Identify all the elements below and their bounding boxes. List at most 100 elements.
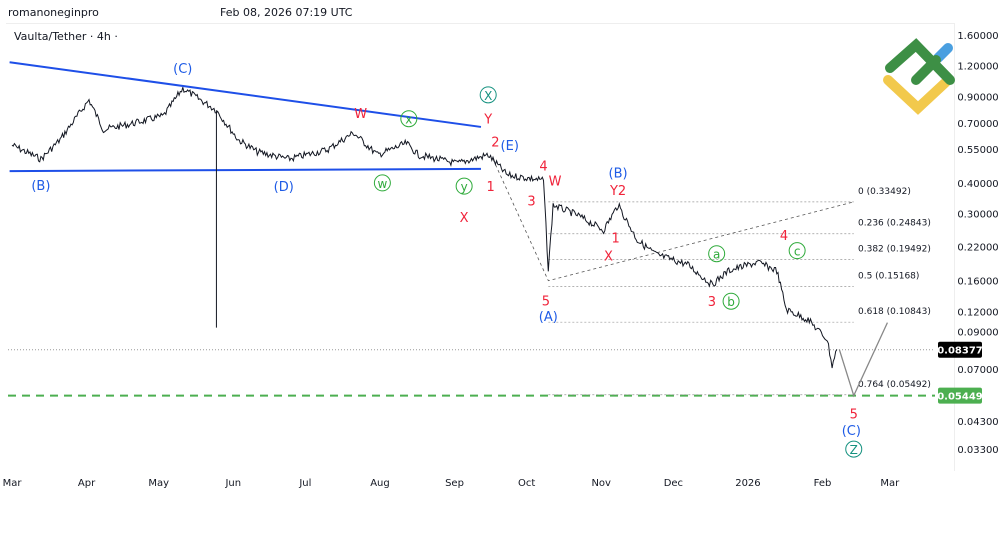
x-tick-label: 2026 — [735, 478, 760, 489]
wave-label: X — [604, 249, 613, 264]
triangle-dotted-path — [492, 158, 854, 282]
wave-label-group: (B) — [31, 179, 50, 194]
wave-label-group: Y — [483, 113, 492, 128]
fib-level-label: 0.5 (0.15168) — [858, 271, 919, 281]
wave-label-group: 2 — [491, 135, 499, 150]
wave-label-group: (D) — [274, 180, 294, 195]
wave-label: 1 — [612, 231, 620, 246]
last-price-badge-label: 0.08377 — [937, 346, 983, 357]
fib-level-label: 0.382 (0.19492) — [858, 245, 931, 255]
wave-label: (B) — [31, 179, 50, 194]
wave-label-group: X — [479, 86, 497, 104]
y-tick-label: 0.55000 — [957, 145, 998, 156]
last-price-badge — [938, 341, 982, 358]
y-tick-label: 1.20000 — [957, 62, 998, 73]
y-tick-label: 0.16000 — [957, 277, 998, 288]
wave-label-group: 4 — [539, 160, 547, 175]
x-tick-label: Feb — [814, 478, 832, 489]
wave-label-circle — [479, 86, 497, 104]
y-tick-label: 0.03300 — [957, 445, 998, 456]
wave-label: y — [461, 180, 468, 194]
wave-label-group: 5 — [542, 294, 550, 309]
x-tick-label: Sep — [445, 478, 464, 489]
wave-label: (B) — [609, 167, 628, 182]
wave-label-group: Y2 — [609, 184, 626, 199]
x-tick-label: Apr — [78, 478, 96, 489]
y-tick-label: 0.07000 — [957, 365, 998, 376]
wave-label: (D) — [274, 180, 294, 195]
fib-level-label: 0.236 (0.24843) — [858, 219, 931, 229]
wave-label-group: c — [788, 242, 806, 260]
wave-label-group: Z — [845, 440, 863, 458]
x-tick-label: Jun — [224, 478, 241, 489]
y-tick-label: 0.22000 — [957, 243, 998, 254]
x-tick-label: Mar — [3, 478, 23, 489]
wave-label: Y — [483, 113, 492, 128]
wave-label: Y2 — [609, 184, 626, 199]
wave-label-group: a — [708, 245, 726, 263]
fib-level-label: 0.618 (0.10843) — [858, 307, 931, 317]
fib-level-label: 0 (0.33492) — [858, 187, 911, 197]
wave-label-group: (C) — [842, 424, 861, 439]
wave-label-group: (B) — [609, 167, 628, 182]
wave-label-group: b — [722, 292, 740, 310]
x-tick-label: Oct — [518, 478, 535, 489]
x-tick-label: Aug — [370, 478, 390, 489]
wave-label-group: 5 — [850, 408, 858, 423]
projection-path — [838, 322, 889, 398]
wave-label-group: w — [373, 174, 391, 192]
wave-label-circle — [722, 292, 740, 310]
wave-label: 5 — [850, 408, 858, 423]
wave-label: 3 — [527, 194, 535, 209]
wave-label-circle — [708, 245, 726, 263]
wave-label-group: W — [549, 174, 562, 189]
wave-label-group: x — [400, 110, 418, 128]
x-tick-label: Dec — [664, 478, 683, 489]
wave-label: W — [354, 107, 367, 122]
wave-label: Z — [850, 443, 858, 457]
wave-label: (C) — [173, 62, 192, 77]
wave-label: c — [794, 245, 801, 259]
snapshot-timestamp: Feb 08, 2026 07:19 UTC — [220, 6, 353, 19]
wave-label: (E) — [501, 139, 519, 154]
chart-frame — [6, 23, 955, 471]
wave-label-group: 3 — [708, 295, 716, 310]
y-tick-label: 0.12000 — [957, 307, 998, 318]
x-tick-label: May — [148, 478, 169, 489]
price-series-line — [11, 87, 838, 369]
wave-label: 1 — [486, 180, 494, 195]
trendline — [9, 61, 482, 128]
symbol-title[interactable]: Vaulta/Tether · 4h · — [14, 30, 118, 43]
x-tick-label: Nov — [591, 478, 611, 489]
wave-label-circle — [373, 174, 391, 192]
author-name: romanoneginpro — [8, 6, 99, 19]
wave-label-group: (C) — [173, 62, 192, 77]
wave-label-group: 4 — [780, 229, 788, 244]
wave-label: X — [460, 211, 469, 226]
wave-label: a — [713, 248, 720, 262]
brand-logo — [883, 38, 955, 115]
wave-label-group: 1 — [486, 180, 494, 195]
wave-label: 3 — [708, 295, 716, 310]
wave-label: X — [484, 89, 492, 103]
wave-label: (A) — [539, 310, 558, 325]
wave-label-circle — [400, 110, 418, 128]
wave-label-group: (E) — [501, 139, 519, 154]
fib-level-label: 0.764 (0.05492) — [858, 380, 931, 390]
wave-label-circle — [455, 177, 473, 195]
wave-label-circle — [788, 242, 806, 260]
wave-label: x — [405, 113, 412, 127]
target-badge-label: 0.05449 — [937, 392, 983, 403]
y-tick-label: 0.30000 — [957, 210, 998, 221]
target-badge — [938, 387, 982, 404]
wave-label: 4 — [539, 160, 547, 175]
wave-label-group: W — [354, 107, 367, 122]
wave-label-group: 1 — [612, 231, 620, 246]
wave-label-group: 3 — [527, 194, 535, 209]
y-tick-label: 0.40000 — [957, 179, 998, 190]
trendline — [9, 167, 481, 173]
wave-label: b — [727, 295, 735, 309]
wave-label: 2 — [491, 135, 499, 150]
wave-label-circle — [845, 440, 863, 458]
